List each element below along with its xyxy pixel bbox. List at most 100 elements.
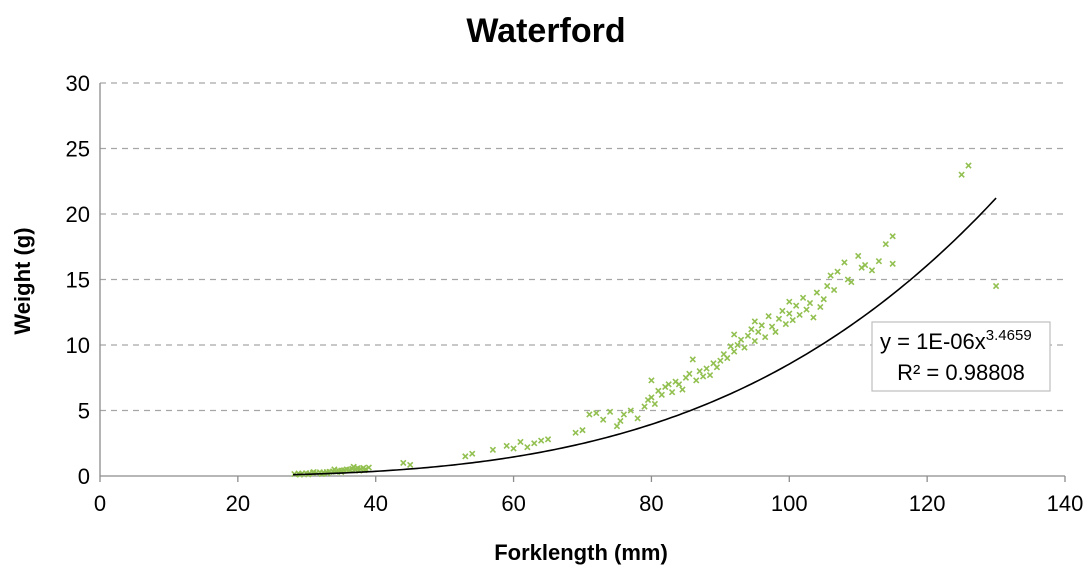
data-point [889,260,896,267]
data-point [503,442,510,450]
data-point [641,403,648,410]
data-point [600,416,607,423]
data-point [768,323,776,330]
data-point [510,445,517,452]
x-tick-label: 0 [94,491,106,516]
data-point [331,466,338,473]
data-point [627,407,634,414]
data-point [620,411,628,418]
data-point [806,299,814,307]
data-point [713,364,721,371]
data-point [813,289,821,296]
data-point [648,377,655,384]
x-axis-label: Forklength (mm) [494,540,668,565]
trendline-equation: y = 1E-06x3.4659 [880,327,1032,354]
data-point [744,332,752,339]
data-point [772,328,779,336]
data-point [834,268,841,275]
data-point [727,343,734,350]
data-point [658,391,665,398]
data-point [668,388,676,396]
data-point [827,272,834,279]
data-point [765,313,772,320]
data-point [810,314,817,321]
data-point [651,400,659,408]
data-point [786,298,793,305]
data-point [799,294,807,302]
data-point [779,307,786,315]
data-point [824,282,831,290]
y-tick-label: 20 [66,202,90,227]
data-point [730,348,738,355]
data-point [782,320,790,328]
data-point [793,302,800,309]
x-tick-label: 20 [226,491,250,516]
data-point [758,322,765,329]
data-point [593,409,600,417]
data-point [634,415,641,422]
x-tick-label: 60 [501,491,525,516]
data-point [572,429,579,436]
data-points [291,162,1000,478]
data-point [579,426,586,434]
data-point [751,337,758,345]
data-point [703,365,710,372]
data-point [803,306,810,313]
data-point [617,417,624,425]
data-point [400,459,407,467]
data-point [531,440,538,447]
y-tick-label: 25 [66,137,90,162]
data-point [889,233,896,240]
data-point [606,408,614,415]
x-tick-label: 40 [363,491,387,516]
data-point [861,261,869,269]
data-point [868,267,876,274]
data-point [717,357,724,364]
data-point [489,446,497,453]
data-point [751,318,758,325]
x-tick-labels: 0 20 40 60 80 100 120 140 [94,491,1083,516]
y-tick-label: 5 [78,399,90,424]
data-point [699,373,707,380]
power-trendline [292,197,997,476]
data-point [786,310,793,317]
data-point [679,386,686,393]
data-point [693,377,700,384]
data-point [350,463,357,470]
data-point [665,381,672,388]
data-point [686,370,693,377]
data-point [817,303,824,311]
data-point [696,368,703,375]
x-tick-label: 100 [771,491,808,516]
y-tick-label: 15 [66,268,90,293]
data-point [958,171,965,178]
data-point [830,286,838,294]
data-point [755,328,762,336]
x-tick-label: 140 [1047,491,1084,516]
data-point [730,331,738,338]
data-point [613,423,621,430]
data-point [992,282,1000,290]
data-point [741,344,748,351]
x-tick-label: 80 [639,491,663,516]
data-point [675,381,683,388]
x-tick-label: 120 [909,491,946,516]
data-point [796,311,803,319]
data-point [848,278,855,286]
data-point [761,333,769,341]
data-point [748,326,755,333]
data-point [775,315,783,322]
data-point [648,394,655,401]
data-point [365,464,372,471]
data-point [407,461,414,469]
r-squared-label: R² = 0.98808 [897,360,1025,385]
data-point [469,450,476,457]
y-tick-labels: 0 5 10 15 20 25 30 [66,71,90,489]
data-point [855,252,862,260]
data-point [734,341,741,349]
data-point [524,444,531,451]
data-point [789,316,796,324]
data-point [965,162,972,169]
data-point [841,259,848,266]
